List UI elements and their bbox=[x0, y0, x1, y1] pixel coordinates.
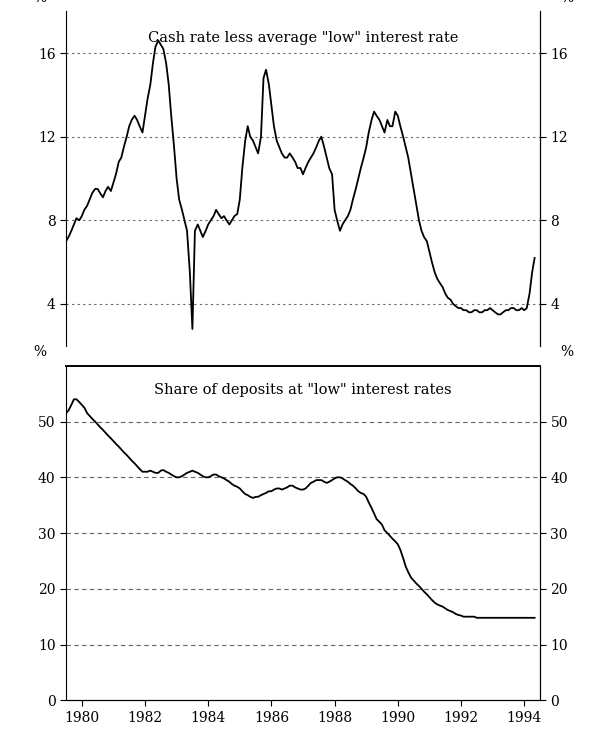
Text: %: % bbox=[560, 0, 573, 4]
Text: %: % bbox=[33, 0, 46, 4]
Text: Share of deposits at "low" interest rates: Share of deposits at "low" interest rate… bbox=[154, 383, 452, 396]
Text: Cash rate less average "low" interest rate: Cash rate less average "low" interest ra… bbox=[148, 31, 458, 45]
Text: %: % bbox=[33, 345, 46, 359]
Text: %: % bbox=[560, 345, 573, 359]
